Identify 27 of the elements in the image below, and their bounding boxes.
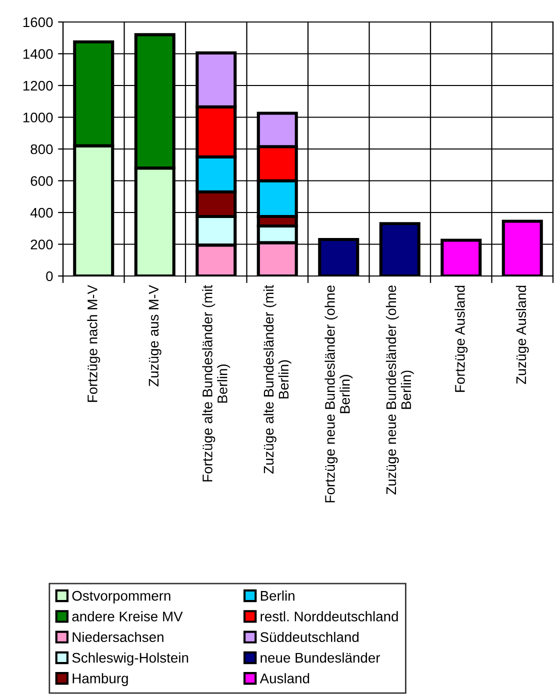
y-tick-label: 1200: [23, 80, 53, 91]
x-tick-label: Fortzüge neue Bundesländer (ohne Berlin): [324, 285, 353, 502]
y-tick-label: 1600: [23, 17, 53, 28]
y-tick-label: 800: [30, 144, 53, 154]
legend-label: Niedersachsen: [72, 632, 164, 642]
x-tick-label: Zuzüge alte Bundesländer (mit Berlin): [263, 284, 292, 474]
y-tick-label: 400: [30, 208, 53, 218]
x-tick-label: Zuzüge neue Bundesländer (ohne Berlin): [386, 285, 414, 494]
x-tick-label: Zuzüge aus M-V: [148, 284, 162, 386]
x-tick-label: Fortzüge Ausland: [454, 286, 468, 392]
legend-label: Süddeutschland: [260, 632, 359, 642]
legend-label: Ausland: [260, 673, 310, 684]
legend-label: andere Kreise MV: [72, 611, 183, 622]
y-tick-label: 1400: [23, 49, 53, 59]
x-tick-label: Fortzüge nach M-V: [87, 284, 100, 402]
y-tick-label: 600: [30, 176, 53, 186]
legend-label: Berlin: [260, 590, 294, 601]
legend-label: Ostvorpommern: [72, 590, 170, 604]
y-tick-label: 1000: [23, 112, 53, 122]
legend-label: restl. Norddeutschland: [260, 611, 398, 622]
y-tick-label: 0: [46, 271, 53, 282]
legend-label: neue Bundesländer: [260, 652, 380, 663]
y-tick-label: 200: [30, 240, 53, 250]
x-tick-label: Zuzüge Ausland: [516, 286, 529, 384]
legend-label: Hamburg: [72, 673, 128, 686]
legend-label: Schleswig-Holstein: [72, 652, 188, 666]
x-tick-label: Fortzüge alte Bundesländer (mit Berlin): [202, 284, 230, 482]
